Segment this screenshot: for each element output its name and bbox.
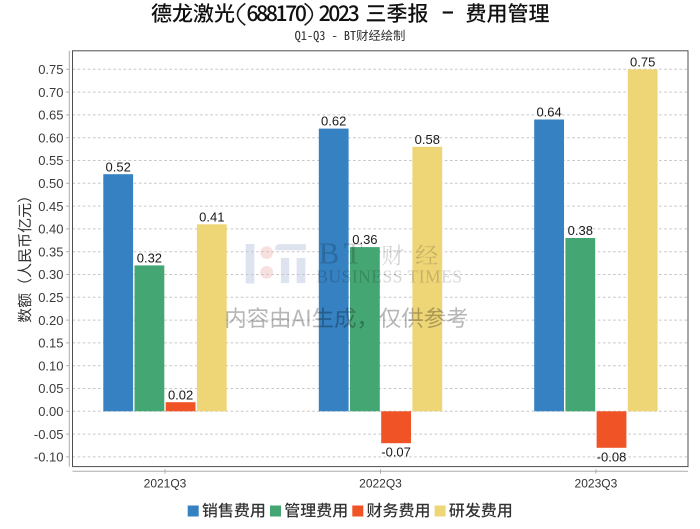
svg-text:0.45: 0.45 [38, 199, 63, 214]
svg-text:0.75: 0.75 [38, 62, 63, 77]
svg-text:0.70: 0.70 [38, 85, 63, 100]
svg-text:0.00: 0.00 [38, 404, 63, 419]
svg-text:-0.05: -0.05 [34, 427, 64, 442]
svg-text:0.02: 0.02 [168, 387, 193, 402]
svg-text:0.64: 0.64 [536, 105, 561, 120]
svg-text:0.75: 0.75 [630, 54, 655, 69]
svg-text:BT: BT [319, 236, 368, 271]
svg-text:0.60: 0.60 [38, 130, 63, 145]
svg-text:0.40: 0.40 [38, 222, 63, 237]
svg-text:0.38: 0.38 [568, 223, 593, 238]
svg-text:0.65: 0.65 [38, 108, 63, 123]
svg-text:0.55: 0.55 [38, 153, 63, 168]
svg-text:2023Q3: 2023Q3 [575, 477, 618, 491]
svg-text:0.30: 0.30 [38, 267, 63, 282]
svg-text:0.10: 0.10 [38, 358, 63, 373]
svg-text:-0.07: -0.07 [381, 445, 411, 460]
svg-text:2021Q3: 2021Q3 [144, 477, 187, 491]
svg-text:0.62: 0.62 [321, 114, 346, 129]
svg-text:0.15: 0.15 [38, 336, 63, 351]
svg-text:0.58: 0.58 [415, 132, 440, 147]
svg-text:0.35: 0.35 [38, 244, 63, 259]
svg-text:0.36: 0.36 [352, 232, 377, 247]
svg-text:0.25: 0.25 [38, 290, 63, 305]
svg-text:0.32: 0.32 [137, 251, 162, 266]
svg-text:-0.10: -0.10 [34, 450, 64, 465]
svg-text:0.41: 0.41 [199, 209, 224, 224]
svg-text:0.20: 0.20 [38, 313, 63, 328]
svg-text:0.05: 0.05 [38, 381, 63, 396]
svg-text:-0.08: -0.08 [597, 449, 627, 464]
svg-text:BUSINESS TIMES: BUSINESS TIMES [316, 266, 462, 286]
svg-text:0.52: 0.52 [106, 159, 131, 174]
svg-text:2022Q3: 2022Q3 [359, 477, 402, 491]
svg-text:0.50: 0.50 [38, 176, 63, 191]
